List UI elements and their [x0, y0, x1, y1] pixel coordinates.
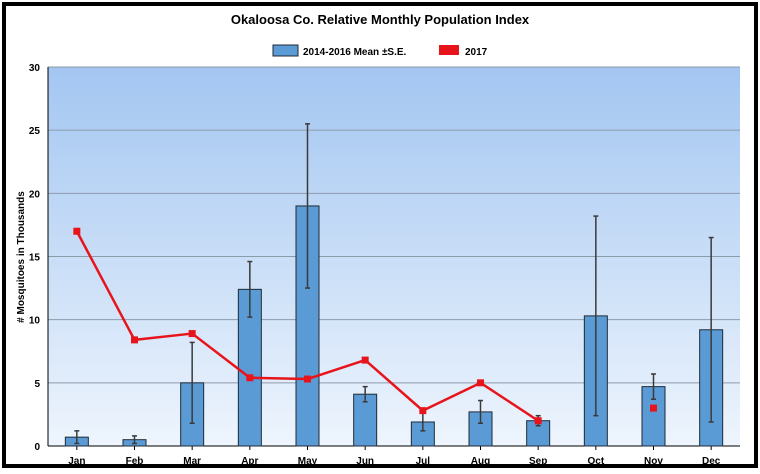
- x-tick-label: Jan: [68, 456, 85, 467]
- x-tick-label: May: [298, 456, 318, 467]
- x-tick-label: Aug: [471, 456, 490, 467]
- series-marker-2017: [534, 417, 542, 425]
- legend-swatch-2017: [439, 45, 459, 55]
- series-marker-2017: [246, 374, 254, 382]
- x-tick-label: Oct: [587, 456, 604, 467]
- y-tick-label: 25: [29, 126, 41, 137]
- plot-area: 0 5 10 15 20 25 30 Jan Feb Mar Apr May Jun Jul Aug Sep O…: [29, 63, 740, 467]
- series-marker-2017: [131, 336, 138, 344]
- legend-label-mean: 2014-2016 Mean ±S.E.: [303, 47, 407, 58]
- legend-label-2017: 2017: [465, 47, 488, 58]
- series-marker-2017: [650, 404, 657, 412]
- series-marker-2017: [73, 227, 81, 235]
- legend: 2014-2016 Mean ±S.E. 2017: [272, 44, 488, 58]
- series-marker-2017: [188, 330, 196, 338]
- x-tick-label: Jun: [356, 456, 374, 467]
- x-tick-label: Apr: [241, 456, 258, 467]
- y-tick-label: 30: [29, 63, 41, 74]
- x-tick-label: Nov: [644, 456, 663, 467]
- series-marker-2017: [477, 379, 484, 387]
- chart-title: Okaloosa Co. Relative Monthly Population…: [231, 12, 530, 27]
- series-marker-2017: [304, 375, 311, 383]
- series-marker-2017: [419, 407, 427, 415]
- y-axis-label: # Mosquitoes in Thousands: [16, 191, 27, 323]
- y-tick-label: 20: [29, 189, 41, 200]
- y-tick-label: 5: [34, 379, 40, 390]
- x-tick-label: Mar: [183, 456, 201, 467]
- y-tick-label: 15: [29, 253, 41, 264]
- x-tick-label: Dec: [702, 456, 721, 467]
- x-tick-label: Jul: [416, 456, 431, 467]
- legend-swatch-mean: [272, 44, 299, 57]
- y-tick-label: 0: [34, 442, 40, 453]
- y-tick-label: 10: [29, 316, 41, 327]
- x-tick-label: Feb: [126, 456, 144, 467]
- series-marker-2017: [361, 356, 369, 364]
- x-tick-label: Sep: [529, 456, 547, 467]
